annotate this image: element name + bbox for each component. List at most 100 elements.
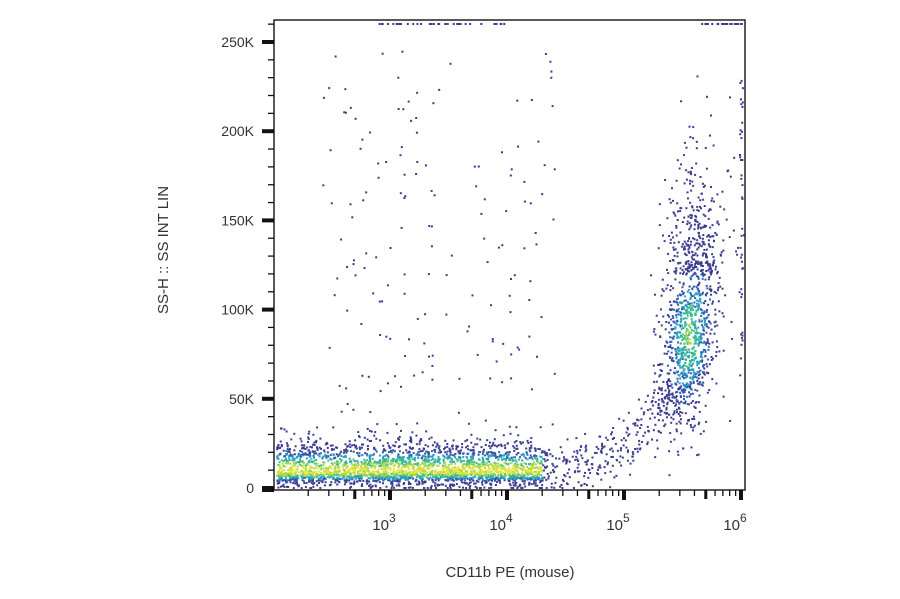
event-dot	[282, 483, 285, 486]
event-dot	[698, 242, 701, 245]
event-dot	[366, 453, 368, 456]
event-dot	[303, 476, 305, 479]
event-dot	[354, 467, 357, 470]
event-dot	[284, 459, 287, 462]
event-dot	[686, 308, 689, 311]
event-dot	[537, 476, 540, 479]
event-dot	[485, 451, 488, 454]
event-dot	[525, 476, 528, 479]
event-dot	[351, 476, 354, 479]
event-dot	[619, 449, 622, 452]
event-dot	[375, 461, 378, 464]
event-dot	[450, 474, 453, 477]
event-dot	[401, 476, 404, 479]
event-dot	[317, 454, 320, 456]
event-dot	[372, 462, 375, 465]
event-dot	[605, 436, 608, 439]
event-dot	[701, 277, 704, 280]
event-dot	[292, 481, 295, 484]
event-dot	[510, 377, 513, 380]
event-dot	[283, 486, 286, 488]
event-dot	[658, 386, 661, 389]
event-dot	[692, 137, 695, 140]
event-dot	[687, 366, 690, 369]
event-dot	[330, 467, 333, 470]
event-dot	[671, 393, 674, 396]
event-dot	[668, 331, 671, 334]
event-dot	[675, 430, 678, 433]
event-dot	[512, 445, 515, 448]
event-dot	[604, 472, 607, 475]
event-dot	[692, 359, 695, 362]
event-dot	[568, 460, 571, 463]
event-dot	[388, 446, 391, 449]
event-dot	[470, 461, 473, 464]
event-dot	[363, 267, 366, 270]
event-dot	[457, 458, 460, 461]
event-dot	[326, 469, 328, 472]
event-dot	[682, 369, 685, 372]
event-dot	[342, 463, 345, 466]
event-dot	[405, 469, 408, 472]
event-dot	[322, 96, 325, 99]
event-dot	[583, 482, 586, 485]
event-dot	[688, 395, 691, 398]
event-dot	[469, 455, 472, 458]
event-dot	[474, 475, 477, 478]
event-dot	[516, 487, 519, 489]
event-dot	[299, 474, 302, 477]
event-dot	[733, 156, 736, 159]
event-dot	[502, 434, 505, 437]
event-dot	[346, 479, 349, 482]
event-dot	[686, 290, 689, 293]
event-dot	[456, 469, 459, 472]
event-dot	[613, 437, 615, 439]
event-dot	[677, 363, 680, 366]
event-dot	[303, 482, 306, 484]
event-dot	[691, 288, 694, 291]
event-dot	[653, 380, 656, 383]
event-dot	[509, 432, 512, 435]
event-dot	[328, 87, 331, 90]
event-dot	[323, 476, 326, 479]
event-dot	[397, 453, 400, 456]
event-dot	[280, 444, 283, 446]
event-dot	[709, 208, 712, 211]
event-dot	[357, 462, 360, 465]
event-dot	[563, 456, 565, 459]
event-dot	[623, 437, 625, 440]
event-dot	[316, 426, 319, 429]
event-dot	[499, 23, 502, 25]
event-dot	[673, 335, 676, 338]
event-dot	[716, 220, 719, 223]
event-dot	[672, 287, 675, 290]
event-dot	[427, 477, 430, 480]
event-dot	[381, 464, 384, 466]
event-dot	[409, 439, 411, 442]
event-dot	[276, 455, 279, 458]
event-dot	[501, 459, 504, 461]
event-dot	[329, 471, 332, 474]
event-dot	[457, 472, 460, 475]
event-dot	[635, 433, 638, 436]
event-dot	[299, 459, 302, 462]
event-dot	[663, 425, 666, 427]
event-dot	[705, 253, 707, 256]
event-dot	[683, 216, 686, 219]
event-dot	[740, 103, 743, 106]
event-dot	[405, 461, 408, 464]
event-dot	[330, 448, 333, 451]
event-dot	[278, 470, 281, 473]
event-dot	[479, 487, 481, 489]
event-dot	[589, 472, 592, 474]
event-dot	[445, 456, 448, 459]
event-dot	[584, 471, 586, 474]
event-dot	[489, 477, 492, 480]
event-dot	[318, 452, 321, 455]
event-dot	[413, 469, 415, 471]
event-dot	[415, 453, 418, 456]
event-dot	[480, 212, 483, 215]
event-dot	[652, 364, 655, 367]
event-dot	[324, 481, 327, 484]
event-dot	[432, 102, 435, 105]
